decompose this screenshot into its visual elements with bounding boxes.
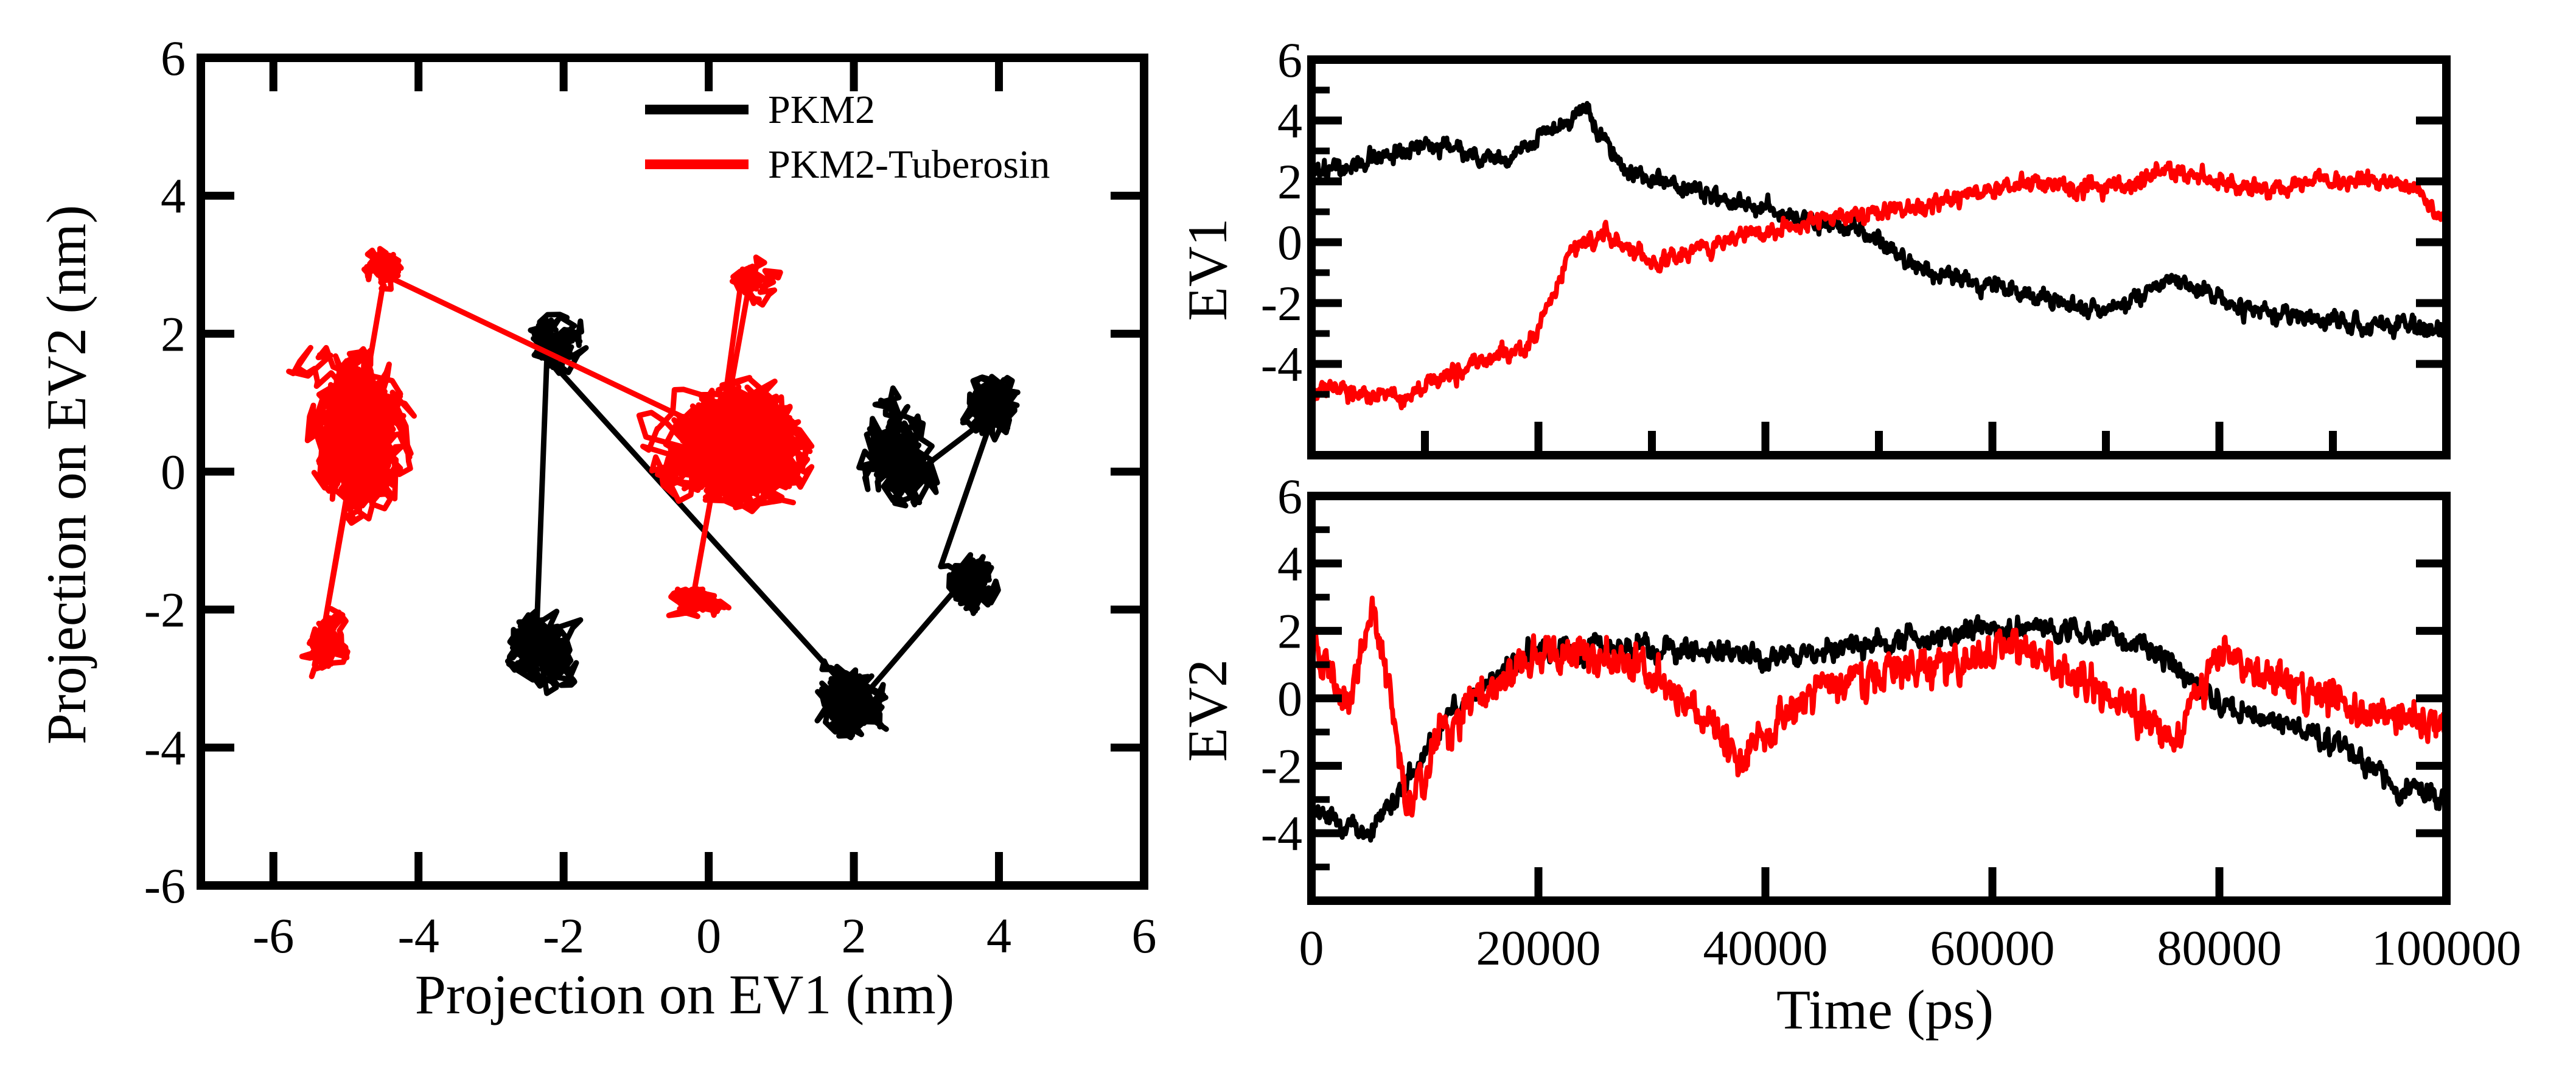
scatter-y-tick-label: 0 [161, 444, 186, 500]
ev2-y-tick-label: 0 [1277, 671, 1302, 727]
ev1-axes: -4 -2 0 2 46 EV1 [1176, 32, 2451, 459]
ev2-y-tick-label: -2 [1261, 738, 1302, 794]
scatter-x-tick-label: -6 [253, 908, 294, 963]
scatter-x-tick-label: 6 [1132, 908, 1157, 963]
ev1-y-tick-label: -4 [1261, 337, 1302, 392]
ev2-y-tick-label: 4 [1277, 536, 1302, 592]
scatter-y-tick-label: -6 [144, 858, 186, 913]
scatter-y-axis-label: Projection on EV2 (nm) [35, 205, 97, 745]
ev2-axes: -4 -2 0 2 4 6 0 20000 40000 60000 80000 100000 Time … [1176, 469, 2521, 1041]
ev2-x-tick-label: 20000 [1476, 920, 1601, 976]
ev1-frame [1307, 55, 2451, 459]
ev1-y-tick-label: -2 [1261, 276, 1302, 331]
ev1-series-pkm2-tuberosin [1311, 160, 2446, 411]
ev1-y-tick-label: 4 [1277, 93, 1302, 148]
ev1-panel: -4 -2 0 2 46 EV1 [1176, 32, 2451, 459]
scatter-y-tick-label: -4 [144, 720, 186, 775]
scatter-axes: -6 -4 -2 0 2 4 6 -6 -4 -2 0 2 4 6 Projection on EV1 (n… [35, 30, 1157, 1025]
scatter-series-pkm2 [504, 312, 1021, 741]
scatter-x-tick-label: 4 [986, 908, 1011, 963]
ev2-x-axis-label: Time (ps) [1776, 979, 1994, 1041]
ev2-x-tick-label: 100000 [2372, 920, 2521, 976]
ev2-x-tick-label: 40000 [1703, 920, 1828, 976]
ev2-y-tick-label: 6 [1277, 469, 1302, 524]
ev2-y-tick-label: 2 [1277, 604, 1302, 659]
ev1-y-tick-label: 6 [1277, 32, 1302, 88]
ev2-x-tick-label: 0 [1299, 920, 1324, 976]
scatter-y-tick-label: 6 [161, 30, 186, 86]
ev2-x-tick-label: 60000 [1930, 920, 2055, 976]
ev1-series-pkm2 [1311, 100, 2446, 340]
scatter-panel: -6 -4 -2 0 2 4 6 -6 -4 -2 0 2 4 6 Projection on EV1 (n… [35, 30, 1157, 1025]
scatter-y-tick-label: 2 [161, 306, 186, 361]
ev2-series-pkm2 [1311, 614, 2446, 843]
legend-label-pkm2: PKM2 [768, 88, 875, 132]
ev1-y-tick-label: 0 [1277, 215, 1302, 270]
scatter-x-tick-label: 0 [696, 908, 721, 963]
ev1-y-axis-label: EV1 [1176, 218, 1238, 321]
scatter-y-tick-label: -2 [144, 582, 186, 638]
scatter-x-tick-label: 2 [842, 908, 867, 963]
legend: PKM2 PKM2-Tuberosin [645, 88, 1050, 187]
ev2-y-tick-label: -4 [1261, 806, 1302, 861]
scatter-x-tick-label: -4 [398, 908, 439, 963]
ev2-y-axis-label: EV2 [1176, 659, 1238, 762]
legend-label-pkm2-tuberosin: PKM2-Tuberosin [768, 142, 1050, 187]
ev2-x-tick-label: 80000 [2157, 920, 2282, 976]
scatter-x-tick-label: -2 [543, 908, 584, 963]
ev1-y-tick-label: 2 [1277, 154, 1302, 209]
scatter-y-tick-label: 4 [161, 169, 186, 224]
ev1-series-layer [1311, 100, 2446, 411]
scatter-series-layer [286, 246, 1021, 741]
scatter-series-pkm2-tuberosin [286, 246, 815, 679]
ev2-series-pkm2-tuberosin [1311, 595, 2446, 818]
ev2-panel: -4 -2 0 2 4 6 0 20000 40000 60000 80000 100000 Time … [1176, 469, 2521, 1041]
ev2-series-layer [1311, 595, 2446, 843]
scatter-x-axis-label: Projection on EV1 (nm) [415, 963, 955, 1025]
